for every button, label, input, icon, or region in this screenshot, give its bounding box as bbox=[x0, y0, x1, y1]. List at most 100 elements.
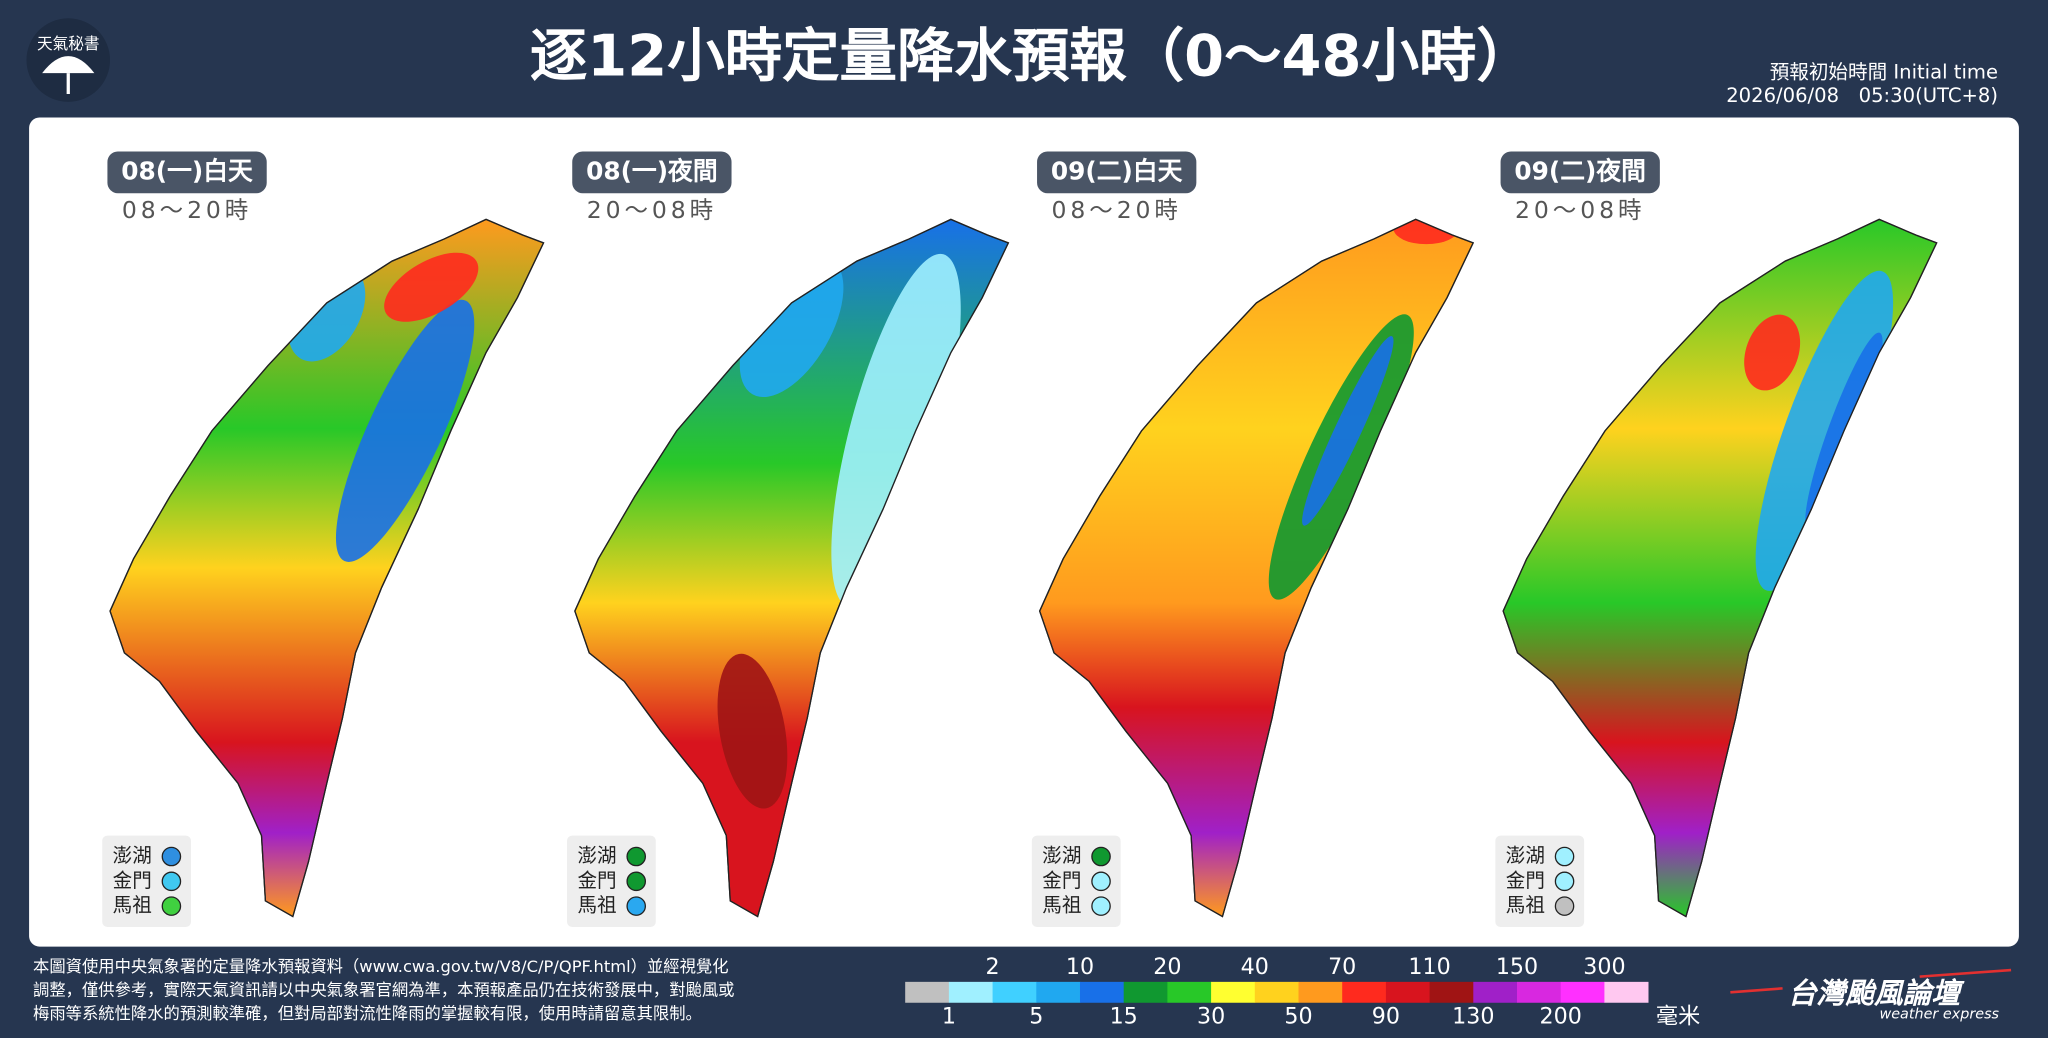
legend-label: 15 bbox=[1110, 1004, 1138, 1030]
legend-label: 1 bbox=[942, 1004, 956, 1030]
island-indicator bbox=[626, 846, 647, 867]
period-hours: 20～08時 bbox=[587, 196, 717, 224]
rain-area bbox=[717, 653, 788, 809]
legend-label: 2 bbox=[986, 954, 1000, 980]
legend-label: 150 bbox=[1496, 954, 1538, 980]
footer: 台灣颱風論壇 weather express 1 5 15 30 50 90 130 2002… bbox=[33, 954, 2012, 1030]
legend-swatch bbox=[1167, 981, 1212, 1003]
map-outline bbox=[1038, 218, 1475, 918]
period-day: 09(二)夜間 bbox=[1514, 156, 1646, 185]
period-badge bbox=[572, 151, 732, 194]
legend-swatch bbox=[1123, 981, 1168, 1003]
legend-swatch bbox=[992, 981, 1037, 1003]
content-panel bbox=[29, 117, 2019, 947]
island-indicator bbox=[1554, 846, 1575, 867]
legend-swatch bbox=[905, 981, 950, 1003]
island-name: 馬祖 bbox=[1506, 894, 1545, 917]
title: 逐12小時定量降水預報（0～48小時） bbox=[530, 23, 1534, 90]
logo-sub: weather express bbox=[1879, 1006, 1999, 1022]
legend-swatch bbox=[1429, 981, 1474, 1003]
logo: 台灣颱風論壇 bbox=[1788, 976, 1966, 1010]
initial-time-label: 預報初始時間 Initial time bbox=[1770, 61, 1998, 84]
period-day: 08(一)白天 bbox=[121, 156, 253, 185]
island-indicator bbox=[1554, 871, 1575, 892]
rain-area bbox=[1744, 314, 1801, 391]
legend-label: 10 bbox=[1066, 954, 1094, 980]
legend-label: 50 bbox=[1284, 1004, 1312, 1030]
legend-swatch bbox=[1473, 981, 1518, 1003]
legend-label: 300 bbox=[1583, 954, 1625, 980]
legend-swatch bbox=[1517, 981, 1562, 1003]
island-indicator bbox=[161, 896, 182, 916]
initial-time: 2026/06/08 05:30(UTC+8) bbox=[1726, 84, 1998, 107]
badge-logo: 天氣秘書 bbox=[26, 18, 111, 102]
legend-label: 40 bbox=[1241, 954, 1269, 980]
legend-swatch bbox=[948, 981, 993, 1003]
period-badge bbox=[107, 151, 267, 194]
rain-area bbox=[1302, 336, 1394, 526]
legend-swatch bbox=[1342, 981, 1387, 1003]
legend-swatch bbox=[1211, 981, 1256, 1003]
legend-unit: 毫米 bbox=[1656, 1004, 1700, 1030]
legend-swatch bbox=[1254, 981, 1299, 1003]
legend-label: 5 bbox=[1029, 1004, 1043, 1030]
rain-area bbox=[384, 252, 479, 322]
rain-area bbox=[335, 299, 475, 562]
island-indicator bbox=[161, 871, 182, 892]
footer-note: 梅雨等系統性降水的預測較準確，但對局部對流性降雨的掌握較有限，使用時請留意其限制… bbox=[33, 1004, 702, 1023]
island-name: 馬祖 bbox=[577, 894, 616, 917]
legend-swatch bbox=[1604, 981, 1649, 1003]
island-name: 澎湖 bbox=[1042, 844, 1081, 867]
island-name: 金門 bbox=[113, 869, 152, 892]
map-outline bbox=[574, 218, 1010, 918]
legend-swatch bbox=[1079, 981, 1125, 1003]
island-indicator bbox=[1091, 871, 1111, 892]
island-indicator bbox=[161, 846, 182, 867]
island-name: 金門 bbox=[577, 869, 616, 892]
legend-label: 70 bbox=[1328, 954, 1356, 980]
legend-swatch bbox=[1560, 981, 1605, 1003]
island-name: 澎湖 bbox=[577, 844, 616, 867]
period-badge bbox=[1500, 151, 1660, 194]
island-indicator bbox=[626, 896, 647, 916]
badge-text: 天氣秘書 bbox=[37, 34, 100, 53]
island-indicator bbox=[1091, 896, 1111, 916]
legend-swatch bbox=[1298, 981, 1343, 1003]
rain-areas bbox=[1268, 219, 1459, 600]
period-badge bbox=[1037, 151, 1197, 194]
map-outline bbox=[1502, 218, 1938, 918]
island-name: 金門 bbox=[1506, 869, 1545, 892]
period-day: 09(二)白天 bbox=[1051, 156, 1183, 185]
island-indicator bbox=[626, 871, 647, 892]
legend-label: 200 bbox=[1540, 1004, 1582, 1030]
period-hours: 08～20時 bbox=[122, 196, 252, 224]
island-name: 澎湖 bbox=[1506, 844, 1545, 867]
legend-swatch bbox=[1385, 981, 1430, 1003]
legend-label: 30 bbox=[1197, 1004, 1225, 1030]
island-indicator bbox=[1091, 846, 1111, 867]
legend-label: 130 bbox=[1452, 1004, 1494, 1030]
legend-label: 90 bbox=[1372, 1004, 1400, 1030]
legend-label: 20 bbox=[1153, 954, 1181, 980]
map-outline bbox=[109, 218, 545, 918]
legend-label: 110 bbox=[1408, 954, 1450, 980]
island-indicator bbox=[1554, 896, 1575, 916]
island-name: 馬祖 bbox=[1042, 894, 1081, 917]
footer-note: 調整，僅供參考，實際天氣資訊請以中央氣象署官網為準，本預報產品仍在技術發展中，對… bbox=[33, 980, 734, 999]
footer-note: 本圖資使用中央氣象署的定量降水預報資料（www.cwa.gov.tw/V8/C/… bbox=[33, 957, 729, 976]
period-hours: 08～20時 bbox=[1052, 196, 1182, 224]
island-name: 澎湖 bbox=[113, 844, 152, 867]
rain-area bbox=[831, 253, 961, 608]
period-day: 08(一)夜間 bbox=[586, 156, 718, 185]
rain-area bbox=[1755, 270, 1894, 591]
legend-swatch bbox=[1036, 981, 1081, 1003]
rain-areas bbox=[717, 253, 961, 809]
rain-area bbox=[739, 255, 844, 398]
island-name: 金門 bbox=[1042, 869, 1081, 892]
